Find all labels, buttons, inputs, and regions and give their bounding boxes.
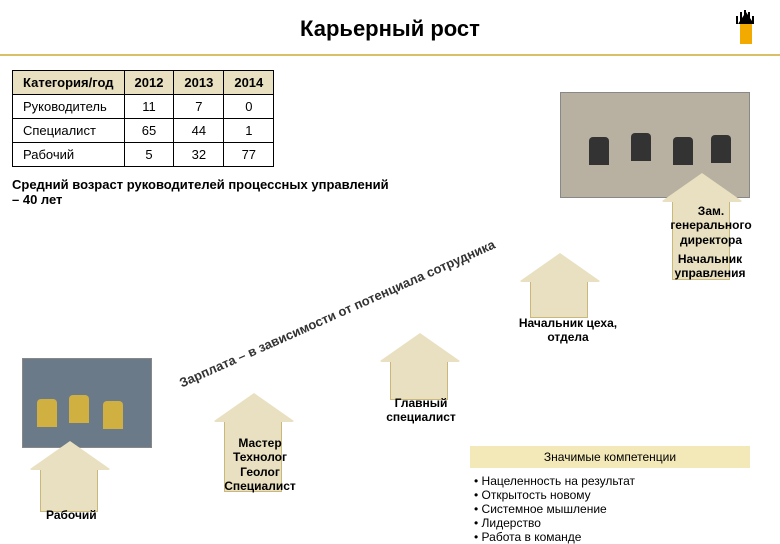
table-header: Категория/год (13, 71, 125, 95)
table-row: Рабочий53277 (13, 143, 274, 167)
arrow-label-nachupra: Начальникуправления (660, 252, 760, 281)
note-text: Средний возраст руководителей процессных… (12, 177, 392, 207)
competencies-box: Значимые компетенции Нацеленность на рез… (470, 446, 750, 544)
header-divider (0, 54, 780, 56)
table-row: Специалист65441 (13, 119, 274, 143)
arrow-label-nachceha: Начальник цеха,отдела (508, 316, 628, 345)
competencies-title: Значимые компетенции (470, 446, 750, 468)
competency-item: Системное мышление (474, 502, 746, 516)
competency-item: Работа в команде (474, 530, 746, 544)
arrow-label-glavspec: Главныйспециалист (376, 396, 466, 425)
header: Карьерный рост (0, 0, 780, 50)
page-title: Карьерный рост (0, 16, 780, 42)
career-arrow-рабочий (40, 468, 98, 512)
competency-item: Лидерство (474, 516, 746, 530)
table-header: 2014 (224, 71, 274, 95)
table-row: Руководитель1170 (13, 95, 274, 119)
table-header: 2012 (124, 71, 174, 95)
arrow-label-master: МастерТехнологГеологСпециалист (218, 436, 302, 494)
diagonal-salary-text: Зарплата – в зависимости от потенциала с… (177, 237, 497, 391)
career-arrow-начцеха (530, 280, 588, 318)
career-arrow-главспец (390, 360, 448, 400)
company-logo-icon (726, 6, 766, 46)
photo-workers (22, 358, 152, 448)
competency-item: Нацеленность на результат (474, 474, 746, 488)
competencies-list: Нацеленность на результатОткрытость ново… (470, 468, 750, 544)
competency-item: Открытость новому (474, 488, 746, 502)
arrow-label-zam: Зам.генеральногодиректора (656, 204, 766, 247)
table-header: 2013 (174, 71, 224, 95)
arrow-label-rabochiy: Рабочий (46, 508, 97, 522)
